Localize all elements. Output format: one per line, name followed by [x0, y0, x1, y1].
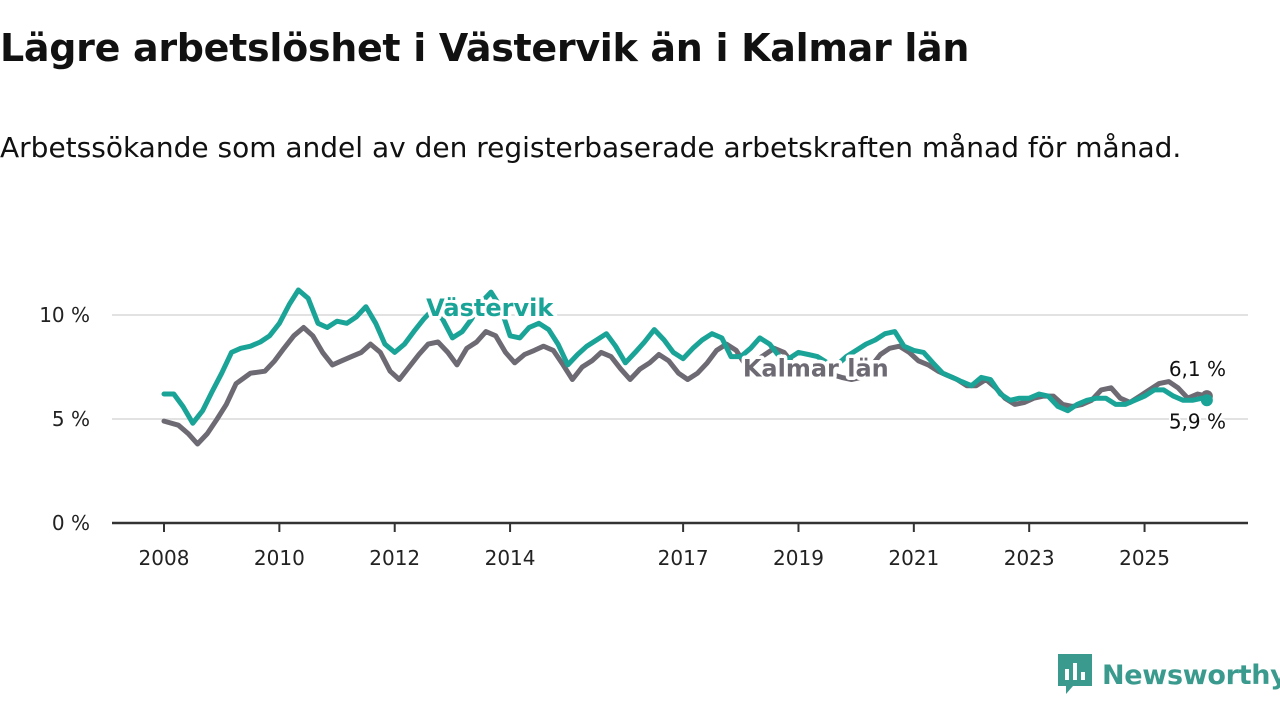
x-tick-label: 2008 — [139, 546, 190, 570]
grid-lines — [112, 314, 1248, 420]
chart-labels: Kalmar län Västervik 6,1 % 5,9 % — [423, 291, 1228, 436]
series-label-kalmar-lan: Kalmar län — [743, 354, 889, 382]
y-tick-label: 10 % — [39, 303, 90, 327]
axes: 0 % 5 % 10 % 2008 2010 2012 2014 2017 2019 2021 20… — [39, 303, 1248, 570]
series-line-vastervik — [161, 287, 1210, 426]
newsworthy-logo-text: Newsworthy — [1102, 659, 1280, 691]
x-tick-label: 2010 — [254, 546, 305, 570]
y-tick-label: 0 % — [52, 511, 90, 535]
x-tick-label: 2023 — [1004, 546, 1055, 570]
x-tick-label: 2019 — [773, 546, 824, 570]
x-tick-label: 2014 — [485, 546, 536, 570]
newsworthy-logo-icon — [1058, 654, 1092, 694]
end-label-vastervik: 5,9 % — [1169, 409, 1226, 433]
end-label-kalmar-lan: 6,1 % — [1169, 357, 1226, 381]
series-line-kalmar-lan — [161, 325, 1210, 447]
chart-title: Lägre arbetslöshet i Västervik än i Kalm… — [0, 26, 970, 70]
x-tick-label: 2021 — [888, 546, 939, 570]
series-end-point-vastervik — [1200, 394, 1213, 407]
chart-subtitle: Arbetssökande som andel av den registerb… — [0, 131, 1182, 164]
x-tick-label: 2012 — [369, 546, 420, 570]
y-tick-label: 5 % — [52, 407, 90, 431]
x-tick-label: 2017 — [658, 546, 709, 570]
series-label-vastervik: Västervik — [426, 294, 554, 322]
newsworthy-logo: Newsworthy — [1058, 654, 1280, 696]
series-lines — [161, 287, 1213, 447]
x-tick-label: 2025 — [1119, 546, 1170, 570]
